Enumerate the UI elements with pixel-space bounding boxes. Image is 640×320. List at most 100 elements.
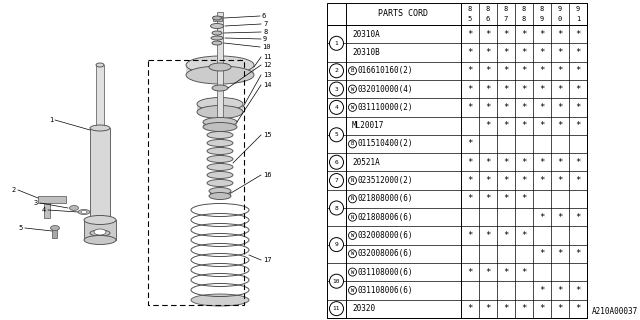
Text: *: *	[467, 304, 473, 313]
Ellipse shape	[70, 205, 79, 211]
Text: 14: 14	[263, 82, 271, 88]
Text: 4: 4	[335, 105, 339, 110]
Ellipse shape	[96, 63, 104, 67]
Text: *: *	[503, 304, 509, 313]
Text: *: *	[503, 66, 509, 75]
Text: *: *	[485, 268, 491, 276]
Text: *: *	[485, 30, 491, 39]
Text: *: *	[467, 231, 473, 240]
Text: *: *	[503, 268, 509, 276]
Text: *: *	[575, 158, 580, 167]
Text: W: W	[351, 269, 354, 275]
Text: 3: 3	[335, 86, 339, 92]
Text: 0: 0	[558, 16, 562, 22]
Circle shape	[349, 268, 356, 276]
Circle shape	[349, 103, 356, 111]
Text: 20521A: 20521A	[352, 158, 380, 167]
Text: 4: 4	[42, 207, 46, 213]
Circle shape	[330, 100, 344, 114]
Ellipse shape	[212, 85, 228, 91]
Text: *: *	[522, 66, 527, 75]
Text: 10: 10	[262, 44, 271, 50]
Text: *: *	[557, 30, 563, 39]
Text: 9: 9	[576, 6, 580, 12]
Text: *: *	[522, 194, 527, 203]
Bar	[84, 220, 116, 240]
Ellipse shape	[207, 148, 233, 155]
Text: 8: 8	[522, 16, 526, 22]
Text: *: *	[557, 84, 563, 93]
Circle shape	[330, 237, 344, 252]
Text: *: *	[485, 84, 491, 93]
Text: *: *	[503, 194, 509, 203]
Text: N: N	[351, 196, 354, 201]
Text: 12: 12	[263, 62, 271, 68]
Text: *: *	[485, 304, 491, 313]
Text: *: *	[575, 103, 580, 112]
Text: 9: 9	[335, 242, 339, 247]
Circle shape	[330, 201, 344, 215]
Ellipse shape	[207, 172, 233, 179]
Text: 11: 11	[333, 306, 340, 311]
Text: *: *	[540, 103, 545, 112]
Text: *: *	[485, 231, 491, 240]
Text: *: *	[485, 194, 491, 203]
Text: *: *	[467, 48, 473, 57]
Text: *: *	[557, 66, 563, 75]
Text: *: *	[575, 286, 580, 295]
Ellipse shape	[207, 132, 233, 139]
Text: *: *	[467, 66, 473, 75]
Text: *: *	[467, 194, 473, 203]
Text: *: *	[485, 103, 491, 112]
Text: *: *	[522, 176, 527, 185]
Text: *: *	[540, 304, 545, 313]
Text: *: *	[467, 30, 473, 39]
Text: 9: 9	[558, 6, 562, 12]
Ellipse shape	[191, 294, 249, 306]
Ellipse shape	[211, 23, 223, 28]
Text: B: B	[351, 68, 354, 73]
Text: 8: 8	[486, 6, 490, 12]
Text: 10: 10	[333, 279, 340, 284]
Text: 023512000(2): 023512000(2)	[358, 176, 413, 185]
Text: 6: 6	[486, 16, 490, 22]
Text: *: *	[485, 158, 491, 167]
Text: *: *	[467, 84, 473, 93]
Text: *: *	[485, 121, 491, 130]
Text: *: *	[522, 48, 527, 57]
Text: W: W	[351, 251, 354, 256]
Bar	[52, 228, 57, 238]
Ellipse shape	[78, 210, 90, 214]
Bar	[38, 196, 66, 203]
Text: 6: 6	[262, 13, 266, 19]
Ellipse shape	[203, 117, 237, 126]
Text: 15: 15	[263, 132, 271, 138]
Text: 032008000(6): 032008000(6)	[358, 231, 413, 240]
Text: *: *	[467, 103, 473, 112]
Bar	[217, 12, 223, 167]
Circle shape	[349, 140, 356, 148]
Ellipse shape	[209, 63, 231, 71]
Ellipse shape	[207, 156, 233, 163]
Text: *: *	[467, 140, 473, 148]
Circle shape	[330, 128, 344, 142]
Text: 5: 5	[19, 225, 23, 231]
Ellipse shape	[211, 36, 223, 40]
Text: 13: 13	[263, 72, 271, 78]
Ellipse shape	[84, 215, 116, 225]
Text: *: *	[540, 213, 545, 222]
Circle shape	[349, 213, 356, 221]
Text: 8: 8	[263, 29, 268, 35]
Text: *: *	[503, 231, 509, 240]
Circle shape	[330, 82, 344, 96]
Text: PARTS CORD: PARTS CORD	[378, 10, 429, 19]
Ellipse shape	[81, 211, 87, 213]
Bar	[90, 128, 110, 233]
Ellipse shape	[197, 106, 243, 118]
Ellipse shape	[212, 31, 222, 35]
Text: 2: 2	[12, 187, 16, 193]
Circle shape	[349, 177, 356, 185]
Text: 1: 1	[49, 117, 53, 123]
Text: 11: 11	[263, 54, 271, 60]
Text: 7: 7	[263, 21, 268, 27]
